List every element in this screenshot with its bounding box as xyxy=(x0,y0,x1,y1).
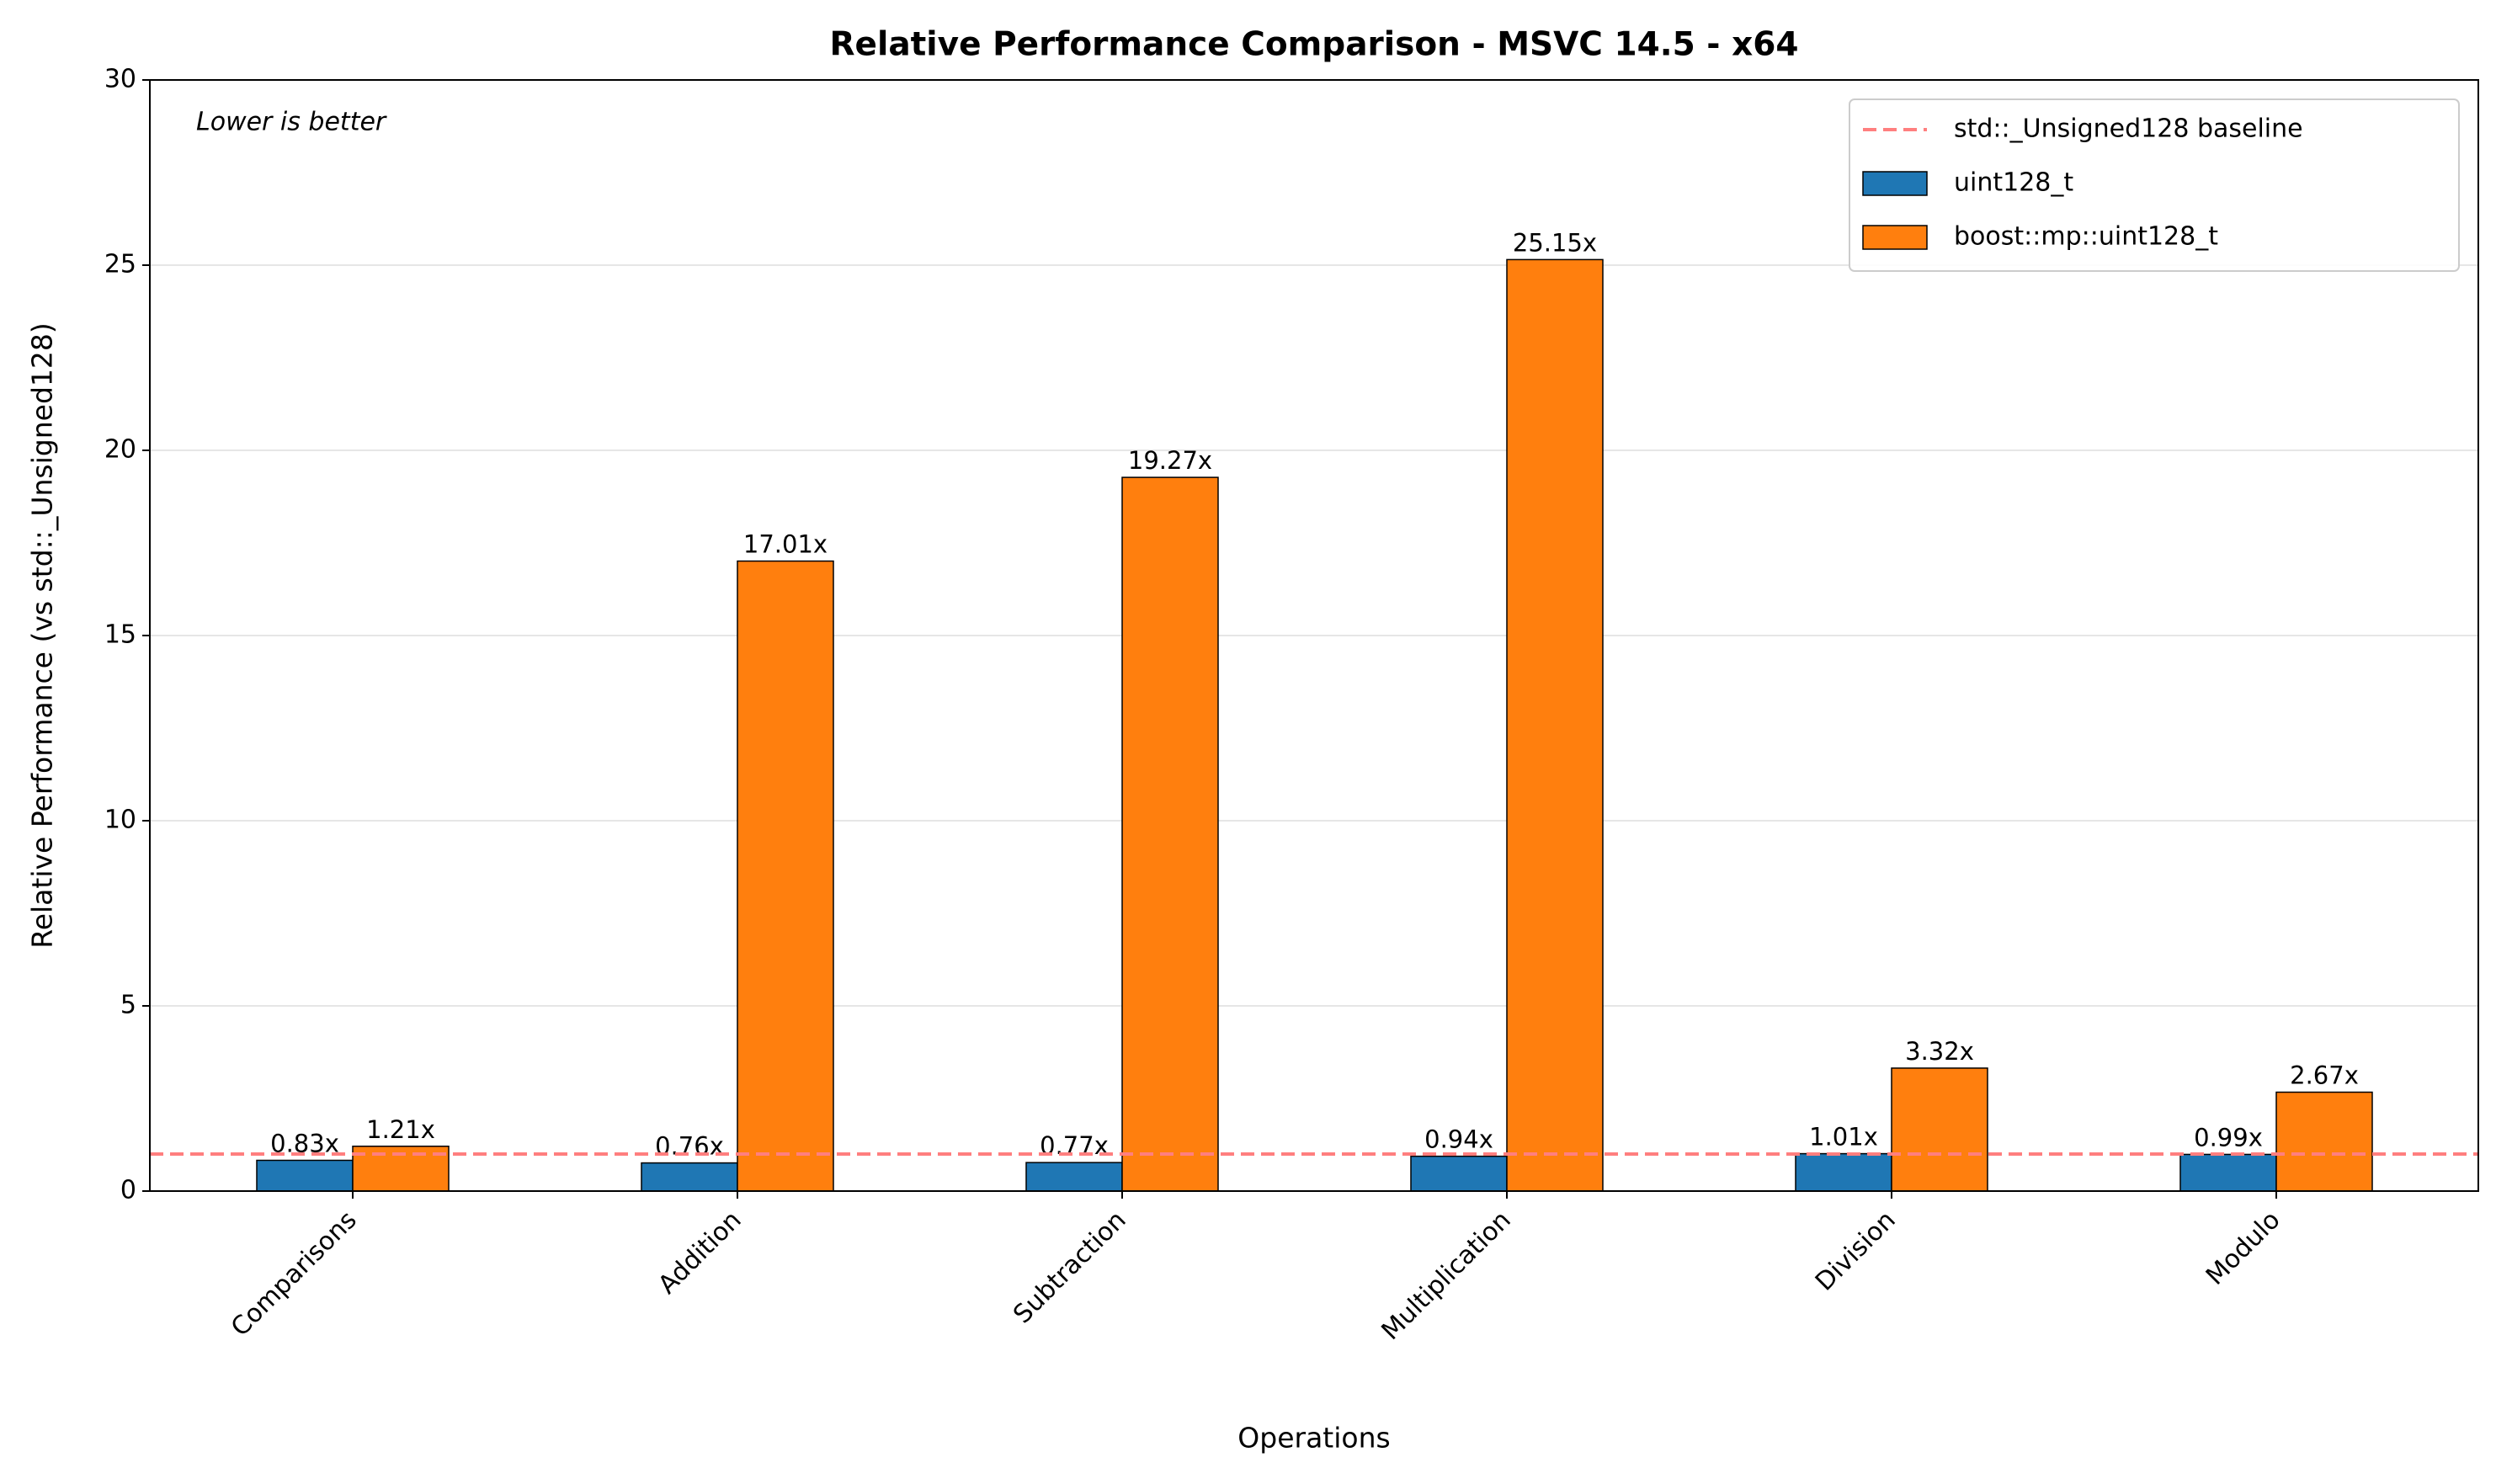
bar xyxy=(737,560,834,1192)
value-label: 1.01x xyxy=(1809,1123,1878,1152)
y-tick-label: 5 xyxy=(120,991,136,1020)
legend-label: uint128_t xyxy=(1954,168,2073,198)
bar xyxy=(1410,1155,1508,1192)
value-label: 3.32x xyxy=(1905,1037,1974,1066)
y-tick-label: 30 xyxy=(104,65,136,94)
bar xyxy=(1891,1067,1988,1192)
y-tick-label: 20 xyxy=(104,435,136,465)
legend-box xyxy=(1849,98,2460,272)
y-tick-label: 0 xyxy=(120,1176,136,1205)
value-label: 19.27x xyxy=(1128,446,1212,475)
y-tick-label: 10 xyxy=(104,806,136,835)
value-label: 0.94x xyxy=(1424,1125,1493,1154)
y-axis-label: Relative Performance (vs std::_Unsigned1… xyxy=(26,322,59,948)
bar xyxy=(256,1159,354,1192)
legend: std::_Unsigned128 baselineuint128_tboost… xyxy=(1849,98,2460,272)
bar xyxy=(1025,1162,1123,1192)
bar xyxy=(1121,476,1219,1192)
bar xyxy=(1506,258,1604,1192)
legend-swatch xyxy=(1862,171,1928,196)
y-tick-label: 25 xyxy=(104,250,136,279)
legend-label: boost::mp::uint128_t xyxy=(1954,222,2218,252)
y-tick-label: 15 xyxy=(104,620,136,650)
value-label: 0.77x xyxy=(1040,1131,1109,1160)
legend-label: std::_Unsigned128 baseline xyxy=(1954,114,2303,144)
chart-title: Relative Performance Comparison - MSVC 1… xyxy=(829,26,1798,64)
plot-frame xyxy=(149,79,2479,1192)
bar xyxy=(2275,1091,2373,1192)
legend-swatch xyxy=(1862,225,1928,250)
bar xyxy=(1795,1152,1892,1192)
annotation: Lower is better xyxy=(196,108,387,137)
value-label: 17.01x xyxy=(743,530,828,559)
value-label: 1.21x xyxy=(366,1115,435,1144)
value-label: 0.99x xyxy=(2194,1123,2263,1152)
bar xyxy=(641,1162,738,1192)
value-label: 2.67x xyxy=(2290,1061,2359,1090)
x-axis-label: Operations xyxy=(1237,1422,1390,1455)
bar xyxy=(2179,1153,2277,1192)
value-label: 0.76x xyxy=(655,1132,724,1161)
value-label: 25.15x xyxy=(1513,228,1597,257)
